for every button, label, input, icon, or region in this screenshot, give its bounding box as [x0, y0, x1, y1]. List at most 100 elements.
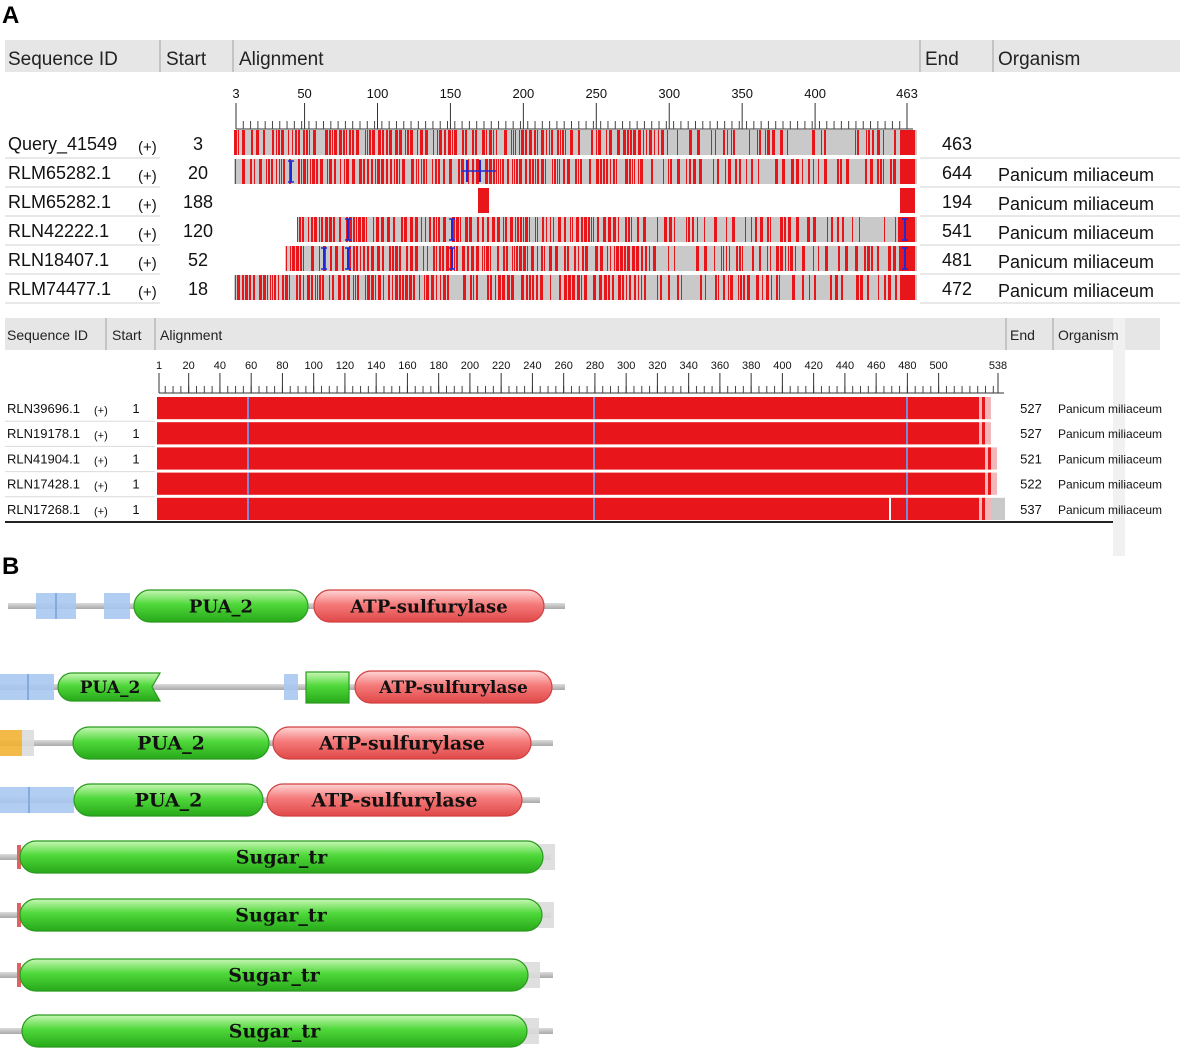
table-row: RLM65282.1 (+) 20 644 Panicum miliaceum: [5, 159, 1180, 188]
match-segment: [551, 130, 553, 155]
ruler-tick-label: 150: [440, 86, 462, 101]
match-segment: [696, 246, 699, 271]
match-segment: [821, 130, 822, 155]
match-segment: [465, 217, 468, 242]
transmembrane-mark: [17, 845, 21, 869]
row-sequence-id: RLN17428.1: [7, 477, 80, 492]
match-segment: [574, 246, 576, 271]
match-segment: [298, 159, 300, 184]
match-segment: [883, 130, 884, 155]
match-segment: [888, 275, 891, 300]
alignment-bar: [234, 130, 917, 155]
match-segment: [493, 130, 494, 155]
match-segment: [813, 159, 814, 184]
row-strand: (+): [138, 284, 157, 301]
table1-header-alignment[interactable]: Alignment: [239, 49, 324, 70]
match-segment: [670, 159, 672, 184]
match-segment: [613, 159, 615, 184]
match-segment: [658, 130, 659, 155]
match-segment: [546, 217, 547, 242]
match-segment: [780, 246, 783, 271]
match-segment: [454, 130, 457, 155]
match-segment: [641, 275, 642, 300]
match-segment: [507, 159, 509, 184]
match-segment: [669, 217, 672, 242]
match-segment: [634, 275, 636, 300]
row-start: 120: [183, 221, 213, 241]
match-segment: [307, 275, 310, 300]
match-segment: [382, 130, 384, 155]
match-segment: [830, 275, 832, 300]
match-segment: [410, 246, 413, 271]
match-segment: [643, 130, 644, 155]
table2-header-sequence-id[interactable]: Sequence ID: [7, 327, 88, 343]
match-segment: [447, 275, 449, 300]
match-segment: [367, 275, 370, 300]
match-segment: [250, 159, 252, 184]
row-strand: (+): [138, 226, 157, 243]
table2-header-alignment[interactable]: Alignment: [160, 327, 222, 343]
match-segment: [421, 159, 422, 184]
row-organism: Panicum miliaceum: [1058, 503, 1162, 517]
match-segment: [591, 217, 592, 242]
match-segment: [411, 159, 414, 184]
match-segment: [266, 159, 267, 184]
match-segment: [309, 130, 310, 155]
atp-sulfurylase-domain: ATP-sulfurylase: [313, 589, 545, 623]
match-segment: [663, 159, 664, 184]
match-segment: [577, 275, 580, 300]
match-segment: [557, 159, 558, 184]
atp-sulfurylase-domain-label: ATP-sulfurylase: [349, 596, 507, 617]
match-segment: [726, 246, 727, 271]
ruler-tick-label: 120: [336, 360, 354, 372]
match-segment: [281, 130, 284, 155]
match-segment: [482, 246, 483, 271]
match-segment: [478, 188, 489, 213]
match-segment: [555, 246, 558, 271]
match-segment: [545, 159, 546, 184]
match-segment: [274, 275, 276, 300]
row-end: 481: [942, 250, 972, 270]
match-segment: [259, 159, 262, 184]
alignment-bar: [157, 422, 979, 445]
table2-header-start[interactable]: Start: [112, 327, 142, 343]
match-segment: [342, 246, 344, 271]
match-segment: [276, 159, 277, 184]
panel-a-label: A: [2, 2, 20, 29]
match-segment: [486, 246, 489, 271]
match-segment: [254, 159, 255, 184]
match-segment: [813, 246, 814, 271]
partial-domain-fragment: [305, 671, 350, 704]
table2-scrollbar[interactable]: [1113, 318, 1125, 556]
ruler-tick-label: 400: [773, 360, 791, 372]
match-segment: [410, 217, 413, 242]
table2-header-organism[interactable]: Organism: [1058, 327, 1119, 343]
match-segment: [780, 217, 783, 242]
match-segment: [234, 130, 237, 155]
match-segment: [646, 130, 647, 155]
match-segment: [482, 130, 485, 155]
match-segment: [699, 159, 702, 184]
table1-header-sequence-id[interactable]: Sequence ID: [8, 49, 118, 70]
table1-header-start[interactable]: Start: [166, 49, 207, 70]
match-segment: [497, 217, 500, 242]
match-segment: [542, 217, 544, 242]
row-end: 472: [942, 279, 972, 299]
table2-header-end[interactable]: End: [1010, 327, 1035, 343]
match-segment: [575, 159, 577, 184]
table1-header-organism[interactable]: Organism: [998, 49, 1080, 70]
match-segment: [835, 275, 838, 300]
match-segment: [686, 217, 687, 242]
match-segment: [278, 275, 279, 300]
match-segment: [554, 159, 556, 184]
row-start: 1: [132, 401, 139, 416]
sugar-tr-domain: Sugar_tr: [19, 898, 543, 932]
match-segment: [723, 275, 725, 300]
match-segment: [864, 246, 866, 271]
match-segment: [263, 130, 265, 155]
signal-region: [0, 730, 22, 756]
table1-header-end[interactable]: End: [925, 49, 959, 70]
alignment-table-1: Sequence ID Start Alignment End Organism…: [5, 40, 1180, 304]
ruler-tick-label: 100: [304, 360, 322, 372]
match-segment: [541, 159, 544, 184]
